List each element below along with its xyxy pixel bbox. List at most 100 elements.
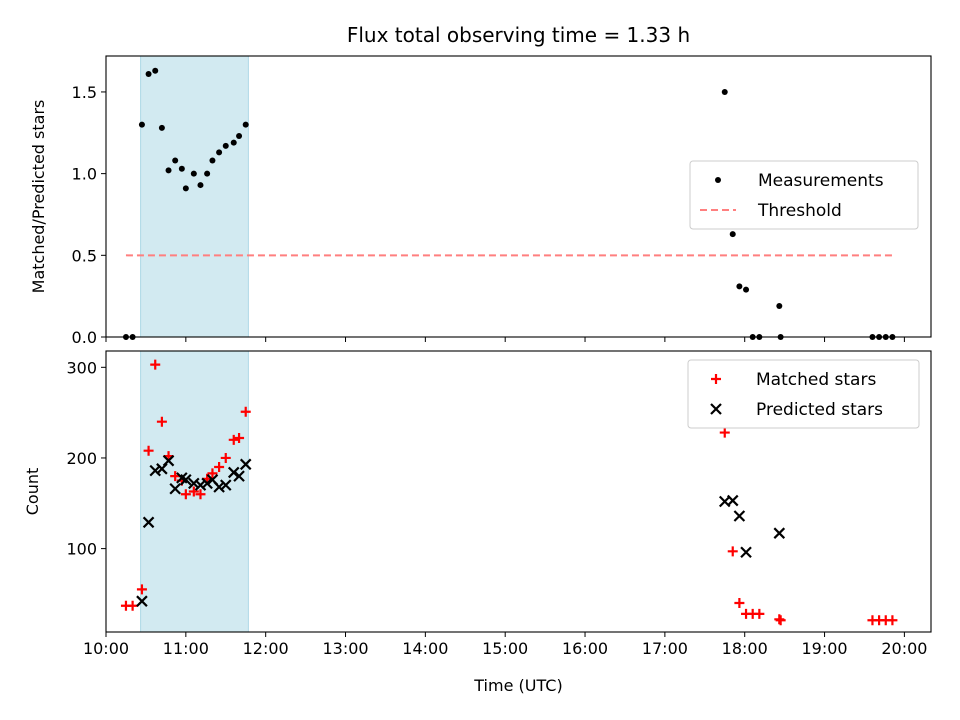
data-point: [150, 359, 161, 370]
data-point: [721, 88, 728, 95]
data-point: [719, 427, 730, 438]
data-point: [136, 595, 148, 607]
legend-marker: [715, 177, 721, 183]
data-point: [773, 527, 786, 539]
data-point: [165, 167, 172, 174]
data-point: [182, 185, 189, 192]
data-point: [736, 283, 743, 290]
data-point: [204, 170, 211, 177]
data-point: [194, 479, 207, 491]
data-point: [156, 416, 167, 427]
data-point: [136, 584, 147, 595]
legend-label: Matched stars: [756, 370, 876, 390]
data-point: [172, 157, 179, 164]
data-point: [207, 468, 218, 479]
chart-title: Flux total observing time = 1.33 h: [347, 23, 690, 47]
x-tick-label: 14:00: [402, 639, 448, 658]
data-point: [233, 470, 245, 482]
x-tick-label: 11:00: [163, 639, 209, 658]
data-point: [152, 67, 159, 74]
data-point: [180, 473, 192, 486]
y-tick-label: 0.0: [72, 328, 97, 347]
x-tick-label: 20:00: [881, 639, 927, 658]
data-point: [138, 121, 145, 128]
top-panel: 0.0 0.5 1.0 1.5 Flux total observing time = …: [29, 23, 932, 347]
x-tick-label: 10:00: [83, 639, 129, 658]
y-tick-label: 200: [66, 449, 97, 468]
data-point: [239, 458, 252, 471]
data-point: [236, 133, 243, 140]
series-predicted-stars: [136, 454, 786, 607]
data-point: [754, 608, 765, 619]
axes-frame: [105, 350, 932, 633]
legend-label: Predicted stars: [756, 400, 883, 420]
x-tick-label: 15:00: [482, 639, 528, 658]
x-tick-label: 12:00: [243, 639, 289, 658]
data-point: [230, 139, 237, 146]
y-axis-label: Count: [23, 468, 42, 516]
data-point: [734, 597, 745, 608]
x-axis-label: Time (UTC): [473, 676, 562, 695]
data-point: [143, 445, 154, 456]
data-point: [169, 483, 181, 495]
data-point: [214, 462, 225, 473]
data-point: [228, 434, 239, 445]
bottom-panel: 10:00 11:00 12:00 13:00 14:00 15:00 16:00 17:00…: [23, 350, 932, 695]
data-point: [149, 464, 162, 477]
x-tick-label: 13:00: [322, 639, 368, 658]
data-point: [180, 489, 191, 500]
data-point: [726, 494, 739, 507]
y-tick-label: 100: [66, 540, 97, 559]
y-axis-label: Matched/Predicted stars: [29, 100, 48, 294]
legend: Matched stars Predicted stars: [687, 359, 920, 429]
shaded-region: [140, 56, 249, 337]
data-point: [127, 600, 138, 611]
data-point: [775, 615, 786, 626]
x-tick-label: 17:00: [642, 639, 688, 658]
data-point: [887, 615, 898, 626]
data-point: [201, 477, 213, 490]
data-point: [740, 546, 752, 559]
series-matched-stars: [120, 359, 898, 626]
data-point: [234, 433, 245, 444]
data-point: [178, 165, 185, 172]
data-point: [213, 481, 225, 493]
data-point: [733, 510, 746, 522]
data-point: [216, 149, 223, 156]
y-tick-label: 300: [66, 358, 97, 377]
data-point: [219, 479, 232, 491]
data-point: [190, 170, 197, 177]
axes-frame: [105, 55, 932, 338]
legend-frame: [687, 359, 920, 429]
legend-label: Threshold: [757, 201, 842, 221]
data-point: [188, 486, 199, 497]
x-tick-label: 18:00: [722, 639, 768, 658]
data-point: [145, 70, 152, 77]
data-point: [209, 157, 216, 164]
data-point: [158, 124, 165, 131]
legend: Measurements Threshold: [689, 160, 919, 230]
data-point: [222, 142, 229, 149]
data-point: [242, 121, 249, 128]
data-point: [188, 477, 200, 490]
legend-frame: [689, 160, 919, 230]
legend-label: Measurements: [758, 171, 884, 191]
legend-marker: [711, 374, 721, 384]
y-tick-label: 1.0: [72, 165, 97, 184]
data-point: [729, 231, 736, 238]
data-point: [162, 454, 175, 467]
x-tick-label: 19:00: [801, 639, 847, 658]
y-tick-label: 0.5: [72, 246, 97, 265]
data-point: [142, 516, 155, 529]
series-measurements: [122, 67, 896, 340]
data-point: [197, 182, 204, 189]
legend-marker: [710, 403, 722, 415]
data-point: [220, 452, 231, 463]
data-point: [743, 286, 750, 293]
data-point: [240, 406, 251, 417]
data-point: [727, 546, 738, 557]
data-point: [227, 466, 240, 479]
data-point: [776, 302, 783, 309]
y-tick-label: 1.5: [72, 83, 97, 102]
